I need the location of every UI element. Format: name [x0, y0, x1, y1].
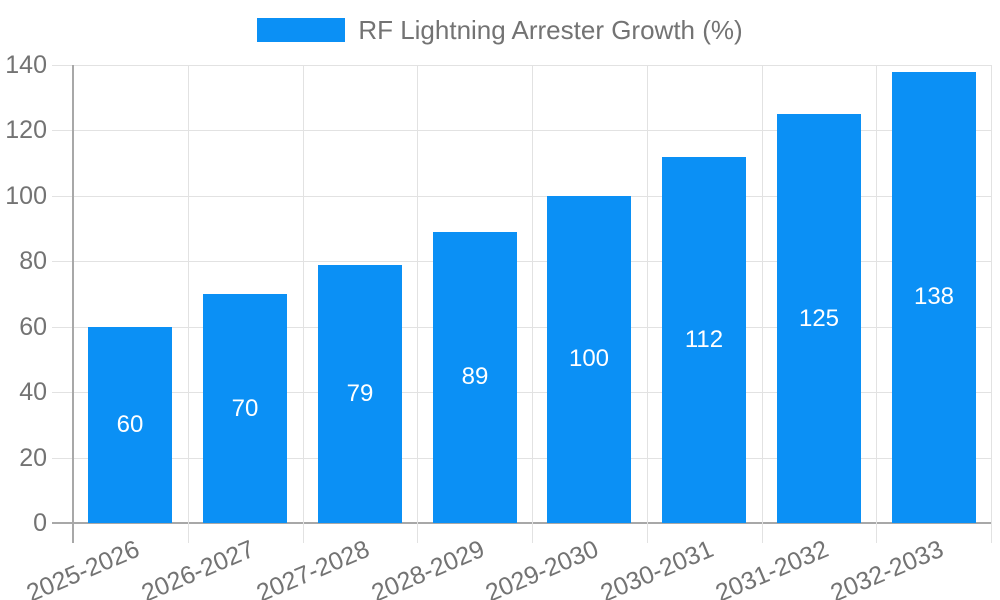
bar-2031-2032	[777, 114, 861, 523]
y-tick-mark	[52, 65, 73, 66]
y-axis-tick-label: 100	[5, 182, 47, 210]
bar-value-label: 60	[116, 411, 144, 438]
gridline-v	[762, 65, 763, 523]
y-axis-tick-label: 0	[33, 509, 47, 537]
x-tick-mark	[417, 523, 418, 543]
bar-2032-2033	[892, 72, 976, 523]
x-axis-tick-label: 2029-2030	[481, 535, 603, 600]
legend: RF Lightning Arrester Growth (%)	[0, 16, 1000, 44]
x-axis-tick-label: 2027-2028	[252, 535, 374, 600]
y-tick-mark	[52, 327, 73, 328]
y-axis-tick-label: 40	[19, 378, 47, 406]
x-axis-tick-label: 2030-2031	[596, 535, 718, 600]
gridline-v	[876, 65, 877, 523]
gridline-v	[417, 65, 418, 523]
bar-value-label: 125	[798, 305, 840, 332]
x-tick-mark	[303, 523, 304, 543]
legend-swatch	[257, 18, 346, 42]
x-tick-mark	[188, 523, 189, 543]
x-axis-tick-label: 2031-2032	[711, 535, 833, 600]
bar-value-label: 100	[568, 345, 610, 372]
x-axis-tick-label: 2028-2029	[367, 535, 489, 600]
bar-2029-2030	[547, 196, 631, 523]
x-axis-tick-label: 2025-2026	[22, 535, 144, 600]
bar-2026-2027	[203, 294, 287, 523]
gridline-v	[303, 65, 304, 523]
x-tick-mark	[991, 523, 992, 543]
x-tick-mark	[532, 523, 533, 543]
y-tick-mark	[52, 522, 73, 524]
gridline-v	[188, 65, 189, 523]
bar-value-label: 70	[231, 395, 259, 422]
y-axis-tick-label: 120	[5, 116, 47, 144]
gridline-v	[647, 65, 648, 523]
bar-value-label: 112	[684, 326, 724, 353]
y-axis-line	[72, 65, 74, 523]
y-tick-mark	[52, 261, 73, 262]
x-tick-mark	[647, 523, 648, 543]
y-tick-mark	[52, 458, 73, 459]
bar-2028-2029	[433, 232, 517, 523]
bar-2030-2031	[662, 157, 746, 523]
y-axis-tick-label: 140	[5, 51, 47, 79]
x-axis-tick-label: 2026-2027	[137, 535, 259, 600]
bar-value-label: 79	[346, 380, 374, 407]
bar-2025-2026	[88, 327, 172, 523]
legend-label: RF Lightning Arrester Growth (%)	[358, 15, 743, 45]
x-tick-mark	[762, 523, 763, 543]
x-tick-mark	[876, 523, 877, 543]
x-axis-tick-label: 2032-2033	[826, 535, 948, 600]
y-tick-mark	[52, 392, 73, 393]
y-axis-tick-label: 60	[19, 313, 47, 341]
x-tick-mark	[72, 523, 74, 543]
legend-item[interactable]: RF Lightning Arrester Growth (%)	[257, 15, 743, 45]
bar-2027-2028	[318, 265, 402, 523]
bar-value-label: 89	[461, 363, 489, 390]
y-axis-tick-label: 20	[19, 444, 47, 472]
bar-value-label: 138	[913, 283, 955, 310]
gridline-v	[991, 65, 992, 523]
y-axis-tick-label: 80	[19, 247, 47, 275]
y-tick-mark	[52, 196, 73, 197]
y-tick-mark	[52, 130, 73, 131]
gridline-v	[532, 65, 533, 523]
